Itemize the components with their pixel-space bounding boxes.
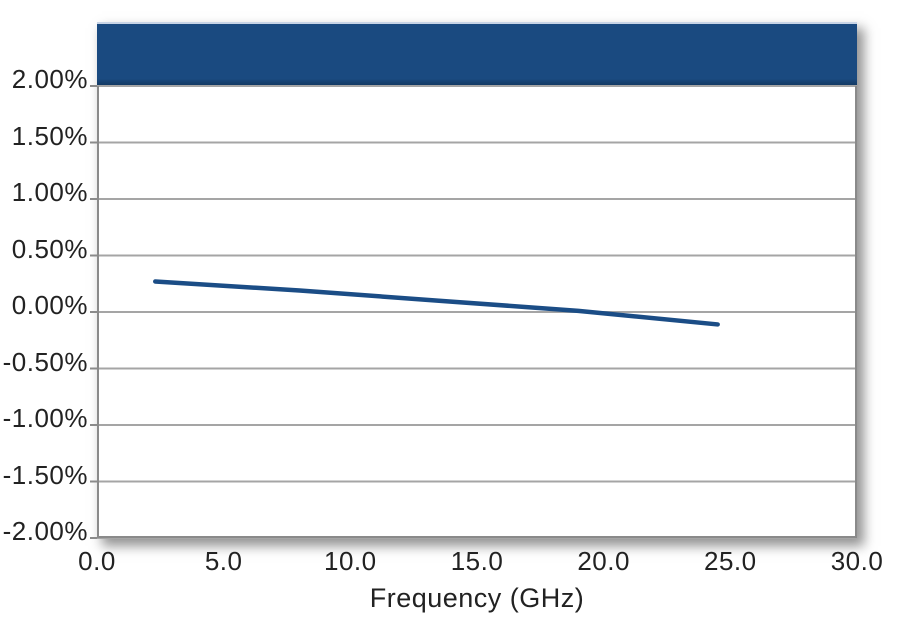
- title-banner: [97, 22, 857, 86]
- x-tick-label: 30.0: [830, 546, 884, 576]
- chart-plot-svg: [90, 85, 857, 539]
- y-tick-label: 2.00%: [11, 64, 88, 94]
- x-tick-label: 15.0: [450, 546, 504, 576]
- y-tick-label: -1.00%: [2, 403, 88, 433]
- x-axis-title: Frequency (GHz): [369, 583, 585, 613]
- y-tick-label: 0.50%: [11, 233, 88, 264]
- x-tick-label: 25.0: [704, 546, 757, 576]
- x-tick-label: 10.0: [324, 546, 377, 576]
- series-line-measured-response: [153, 279, 720, 327]
- y-tick-label: 0.00%: [11, 290, 88, 320]
- x-tick-label: 5.0: [204, 546, 243, 576]
- y-tick-label: -1.50%: [2, 459, 88, 490]
- y-tick-label: 1.50%: [11, 120, 88, 151]
- y-tick-label: -0.50%: [2, 346, 88, 377]
- x-tick-label: 20.0: [577, 546, 630, 576]
- x-tick-label: 0.0: [78, 546, 116, 576]
- y-tick-label: 1.00%: [11, 177, 88, 207]
- y-tick-label: -2.00%: [2, 516, 88, 546]
- plot-area: [90, 22, 857, 539]
